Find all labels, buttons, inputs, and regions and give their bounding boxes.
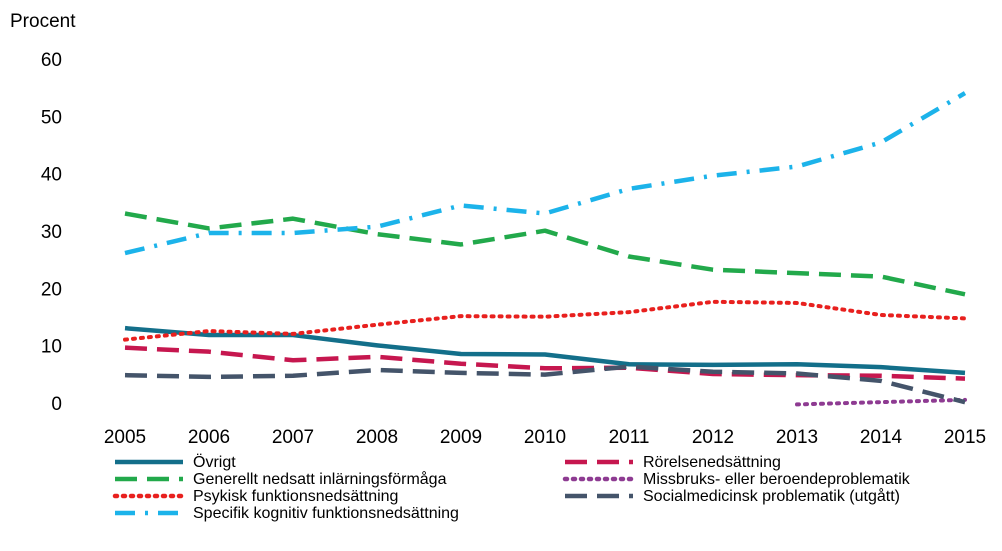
x-tick-label: 2015 xyxy=(944,427,986,448)
y-tick-label: 40 xyxy=(41,165,62,186)
series-line xyxy=(124,91,967,256)
legend-label: Missbruks- eller beroendeproblematik xyxy=(643,471,911,488)
y-tick-label: 10 xyxy=(41,337,62,358)
x-tick-label: 2008 xyxy=(356,427,398,448)
legend-label: Rörelsenedsättning xyxy=(643,454,781,471)
x-tick-label: 2013 xyxy=(776,427,818,448)
x-tick-label: 2009 xyxy=(440,427,482,448)
x-tick-label: 2007 xyxy=(272,427,314,448)
series-line xyxy=(124,211,966,297)
legend-label: Socialmedicinsk problematik (utgått) xyxy=(643,487,900,505)
legend-label: Övrigt xyxy=(193,453,236,471)
legend-label: Psykisk funktionsnedsättning xyxy=(193,488,398,505)
y-axis-label: Procent xyxy=(10,11,76,32)
legend-label: Specifik kognitiv funktionsnedsättning xyxy=(193,505,459,522)
series-line xyxy=(123,299,967,342)
x-tick-label: 2005 xyxy=(104,427,146,448)
y-tick-label: 20 xyxy=(41,279,62,300)
series-line xyxy=(124,345,966,381)
legend-label: Generellt nedsatt inlärningsförmåga xyxy=(193,470,447,488)
y-tick-label: 30 xyxy=(41,222,62,243)
series-line xyxy=(124,364,966,405)
x-tick-label: 2006 xyxy=(188,427,230,448)
x-tick-label: 2014 xyxy=(860,427,903,448)
series-line xyxy=(795,397,967,407)
series-line xyxy=(124,325,966,376)
y-tick-label: 50 xyxy=(41,107,62,128)
x-tick-label: 2011 xyxy=(609,427,650,448)
x-tick-label: 2010 xyxy=(524,427,566,448)
x-tick-label: 2012 xyxy=(692,427,734,448)
y-tick-label: 0 xyxy=(51,394,62,415)
y-tick-label: 60 xyxy=(41,50,62,71)
